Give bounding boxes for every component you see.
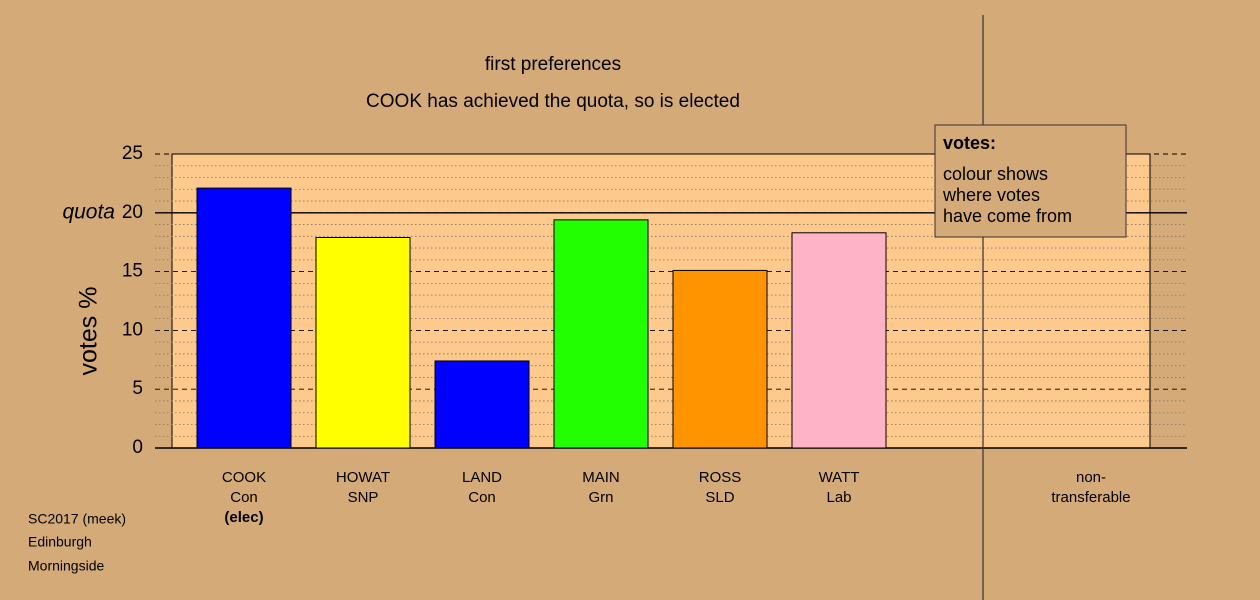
bar <box>672 269 768 449</box>
legend-box <box>934 124 1127 238</box>
y-tick-label: 5 <box>132 378 143 399</box>
y-tick-label: 10 <box>122 319 143 340</box>
x-tick-label: COOK <box>222 469 266 486</box>
x-tick-label: Con <box>230 489 258 506</box>
x-tick-label: ROSS <box>699 469 742 486</box>
footer-text: Edinburgh <box>28 534 92 550</box>
legend-text: where votes <box>942 185 1040 205</box>
quota-label: quota <box>62 200 115 223</box>
footer-text: SC2017 (meek) <box>28 511 126 527</box>
bar <box>196 187 292 449</box>
bar <box>315 236 411 449</box>
x-tick-label: MAIN <box>582 469 620 486</box>
chart-title: first preferences <box>485 54 621 75</box>
x-tick-label: WATT <box>819 469 860 486</box>
x-tick-label: Con <box>468 489 496 506</box>
footer-text: Morningside <box>28 558 104 574</box>
y-axis-label: votes % <box>75 287 103 376</box>
x-tick-label: Grn <box>588 489 613 506</box>
x-tick-label: SNP <box>348 489 379 506</box>
x-tick-label: HOWAT <box>336 469 390 486</box>
x-tick-label: transferable <box>1051 489 1130 506</box>
y-tick-label: 0 <box>132 437 143 458</box>
legend-text: colour shows <box>943 164 1048 184</box>
y-tick-label: 15 <box>122 261 143 282</box>
y-tick-label: 20 <box>122 202 143 223</box>
x-tick-label: (elec) <box>224 509 263 526</box>
x-tick-label: non- <box>1076 469 1106 486</box>
x-tick-label: Lab <box>826 489 851 506</box>
chart-subtitle: COOK has achieved the quota, so is elect… <box>366 91 740 112</box>
legend-title: votes: <box>943 133 996 153</box>
y-tick-label: 25 <box>122 143 143 164</box>
bar <box>553 219 649 449</box>
x-tick-label: SLD <box>705 489 734 506</box>
bar <box>434 360 530 449</box>
legend-text: have come from <box>943 206 1072 226</box>
x-tick-label: LAND <box>462 469 502 486</box>
bar <box>791 232 887 449</box>
